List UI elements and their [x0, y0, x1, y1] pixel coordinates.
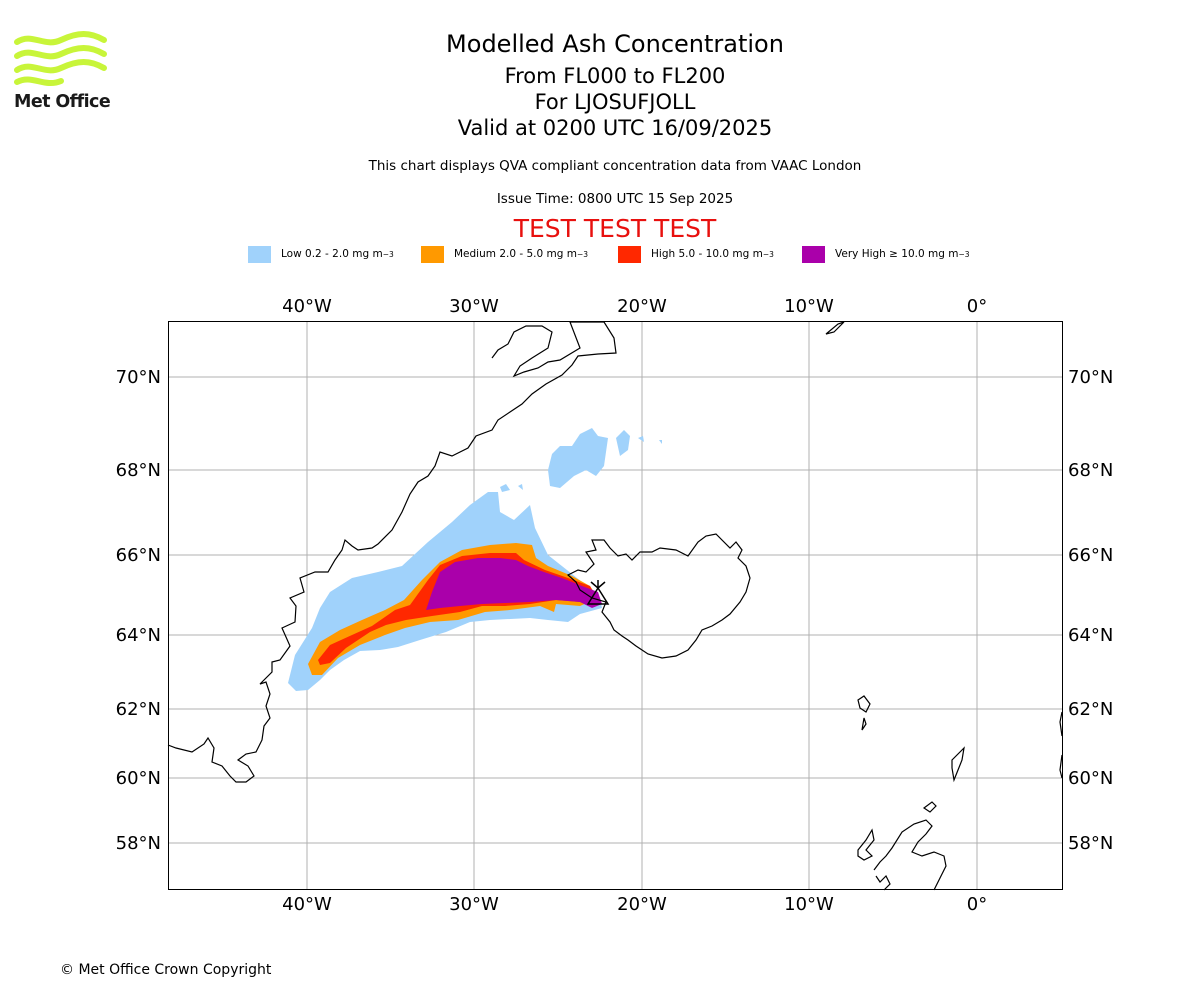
lat-tick-right: 70°N [1068, 367, 1113, 388]
legend-unit-medium: −3 [576, 249, 589, 259]
lat-ticks-right: 70°N 68°N 66°N 64°N 62°N 60°N 58°N [1068, 367, 1113, 854]
lat-tick-left: 70°N [116, 367, 161, 388]
lon-ticks-top: 40°W 30°W 20°W 10°W 0° [282, 296, 987, 317]
lat-tick-right: 66°N [1068, 545, 1113, 566]
norway-coast [1059, 711, 1063, 779]
lon-tick-bottom: 40°W [282, 894, 332, 915]
legend-label-medium: Medium 2.0 - 5.0 mg m [454, 248, 577, 260]
legend-label-high: High 5.0 - 10.0 mg m [651, 248, 763, 260]
flight-level-range: From FL000 to FL200 [504, 64, 726, 88]
shetland-coast [951, 746, 965, 783]
issue-time: Issue Time: 0800 UTC 15 Sep 2025 [496, 191, 734, 207]
lat-tick-left: 68°N [116, 460, 161, 481]
legend-swatch-low [248, 245, 271, 263]
legend-label-low: Low 0.2 - 2.0 mg m [281, 248, 383, 260]
lon-tick-bottom: 10°W [784, 894, 834, 915]
legend-label-very-high: Very High ≥ 10.0 mg m [835, 248, 959, 260]
lat-tick-right: 60°N [1068, 768, 1113, 789]
lat-tick-right: 64°N [1068, 625, 1113, 646]
lat-tick-left: 58°N [116, 833, 161, 854]
legend-item-high: High 5.0 - 10.0 mg m −3 [618, 244, 774, 264]
lon-tick-top: 20°W [617, 296, 667, 317]
test-banner: TEST TEST TEST [513, 214, 717, 243]
lat-tick-left: 60°N [116, 768, 161, 789]
legend-swatch-high [618, 245, 641, 263]
lat-tick-left: 62°N [116, 699, 161, 720]
legend-unit-very-high: −3 [958, 249, 970, 259]
lon-tick-top: 30°W [449, 296, 499, 317]
lon-tick-bottom: 30°W [449, 894, 499, 915]
lon-tick-top: 0° [967, 296, 987, 317]
volcano-icon [586, 580, 610, 605]
chart-description: This chart displays QVA compliant concen… [368, 158, 862, 174]
lon-tick-top: 40°W [282, 296, 332, 317]
map-frame [168, 321, 1063, 890]
volcano-name: For LJOSUFJOLL [534, 90, 696, 114]
iceland-coast [566, 533, 751, 659]
legend-unit-high: −3 [762, 249, 774, 259]
legend-swatch-very-high [802, 245, 825, 263]
legend-item-medium: Medium 2.0 - 5.0 mg m −3 [421, 244, 588, 264]
copyright-notice: © Met Office Crown Copyright [60, 962, 272, 978]
lon-ticks-bottom: 40°W 30°W 20°W 10°W 0° [282, 894, 987, 915]
scotland-coast [857, 801, 947, 891]
faroe-islands-coast [857, 695, 871, 731]
lon-tick-bottom: 20°W [617, 894, 667, 915]
lat-tick-right: 62°N [1068, 699, 1113, 720]
met-office-logo-icon [14, 31, 107, 86]
legend-swatch-medium [421, 245, 444, 263]
lon-tick-bottom: 0° [967, 894, 987, 915]
lat-tick-right: 68°N [1068, 460, 1113, 481]
lat-tick-left: 66°N [116, 545, 161, 566]
lat-ticks-left: 70°N 68°N 66°N 64°N 62°N 60°N 58°N [116, 367, 161, 854]
lon-tick-top: 10°W [784, 296, 834, 317]
met-office-logo-text: Met Office [14, 92, 111, 112]
faroe-outlier-coast [825, 321, 845, 335]
legend-unit-low: −3 [382, 249, 394, 259]
greenland-coast [167, 321, 617, 783]
legend-item-very-high: Very High ≥ 10.0 mg m −3 [802, 244, 970, 264]
valid-time: Valid at 0200 UTC 16/09/2025 [457, 116, 773, 140]
coastlines [167, 321, 1063, 891]
lat-tick-left: 64°N [116, 625, 161, 646]
lat-tick-right: 58°N [1068, 833, 1113, 854]
legend-item-low: Low 0.2 - 2.0 mg m −3 [248, 244, 394, 264]
chart-title: Modelled Ash Concentration [446, 30, 784, 58]
ash-very-high-region [426, 558, 602, 610]
